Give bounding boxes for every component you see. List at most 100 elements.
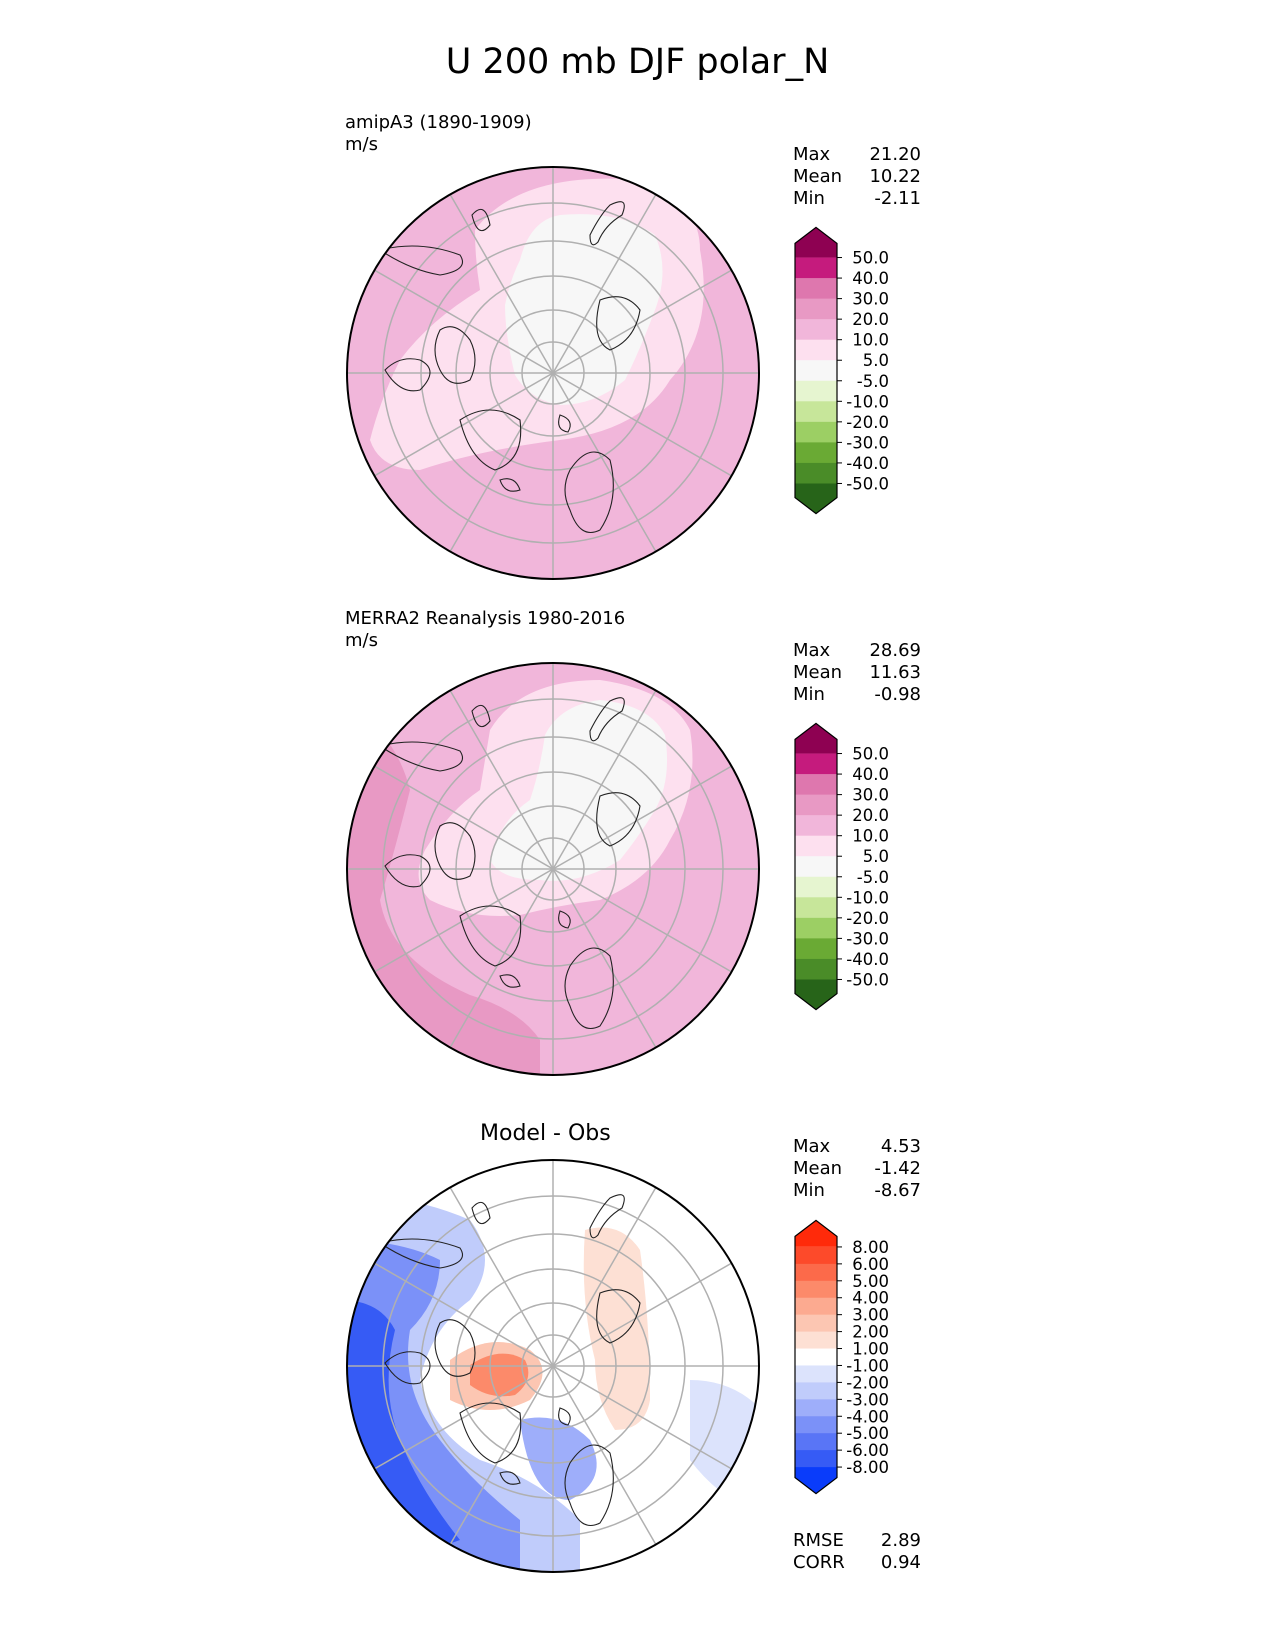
colorbar-tick-label: -6.00 [846,1441,889,1460]
colorbar-tick-label: -40.0 [846,454,889,473]
colorbar-swatch [795,257,837,279]
colorbar-tick-label: 20.0 [852,806,889,825]
polar-map-model [346,166,760,580]
colorbar-swatch [795,1314,837,1333]
colorbar-swatch [795,483,837,514]
metric-label: RMSE [793,1530,844,1551]
colorbar-swatch [795,794,837,816]
metric-value: 2.89 [880,1530,921,1551]
colorbar-swatch [795,319,837,341]
stat-label: Mean [793,166,843,187]
colorbar-tick-label: -5.0 [857,372,889,391]
colorbar-swatch [795,1433,837,1451]
stat-value: 28.69 [869,640,921,661]
colorbar-swatch [795,856,837,878]
colorbar-tick-label: 2.00 [852,1323,889,1342]
colorbar-swatch [795,1220,837,1247]
colorbar-tick-label: -20.0 [846,909,889,928]
colorbar-swatch [795,1467,837,1494]
colorbar-swatch [795,442,837,464]
colorbar-swatch [795,421,837,443]
coastlines [378,1194,641,1527]
stat-label: Max [793,640,831,661]
panel-1-label: amipA3 (1890-1909) m/s [345,112,532,156]
stat-label: Min [793,684,825,705]
colorbar-swatch [795,876,837,898]
colorbar-swatch [795,1348,837,1366]
panel-1-units: m/s [345,134,378,155]
metric-value: 0.94 [880,1552,921,1573]
colorbar-outline [794,226,838,515]
panel-2-stats: Max 28.69 Mean 11.63 Min -0.98 [793,640,921,706]
colorbar-tick-label: -50.0 [846,474,889,493]
colorbar-swatch [795,938,837,960]
colorbar-swatch [795,278,837,300]
colorbar-tick-label: 30.0 [852,290,889,309]
coastlines [378,201,641,534]
colorbar-swatch [795,958,837,980]
polar-map-obs [346,662,760,1076]
colorbar-tick-label: -50.0 [846,970,889,989]
colorbar-swatch [795,1246,837,1265]
map-boundary [346,166,760,580]
colorbar-tick-label: 5.00 [852,1272,889,1291]
panel-2-label: MERRA2 Reanalysis 1980-2016 m/s [345,608,625,652]
stat-value: -0.98 [874,684,921,705]
colorbar-tick-label: 40.0 [852,765,889,784]
colorbar-swatch [795,753,837,775]
colorbar-tick-label: -10.0 [846,888,889,907]
colorbar-tick-label: -4.00 [846,1407,889,1426]
colorbar-tick-label: 20.0 [852,310,889,329]
colorbar-tick-label: -1.00 [846,1356,889,1375]
stat-label: Max [793,144,831,165]
colorbar-tick-label: 4.00 [852,1289,889,1308]
colorbar-swatch [795,1450,837,1468]
colorbar-tick-label: -20.0 [846,413,889,432]
colorbar-swatch [795,897,837,919]
graticule [347,1160,759,1572]
stat-value: 4.53 [880,1136,921,1157]
stat-label: Min [793,1180,825,1201]
colorbar-swatch [795,917,837,939]
colorbar-swatch [795,360,837,382]
colorbar-swatch [795,1263,837,1282]
colorbar-tick-label: -8.00 [846,1458,889,1477]
colorbar-tick-label: 50.0 [852,249,889,268]
colorbar-obs: 50.040.0 30.020.0 10.05.0 -5.0-10.0 -20.0-30… [794,722,889,1011]
panel-1-stats: Max 21.20 Mean 10.22 Min -2.11 [793,144,921,210]
colorbar-swatch [795,380,837,402]
stat-value: 21.20 [869,144,921,165]
panel-3-title: Model - Obs [480,1121,611,1146]
panel-3-stats: Max 4.53 Mean -1.42 Min -8.67 [793,1136,921,1202]
stat-value: -1.42 [874,1158,921,1179]
colorbar-tick-label: -10.0 [846,392,889,411]
colorbar-model: 50.040.0 30.020.0 10.05.0 -5.0-10.0 -20.0-30… [794,226,889,515]
colorbar-swatch [795,1416,837,1434]
colorbar-swatch [795,462,837,484]
colorbar-tick-label: -40.0 [846,950,889,969]
colorbar-tick-label: 5.0 [863,847,889,866]
colorbar-outline [794,722,838,1011]
colorbar-tick-label: -2.00 [846,1373,889,1392]
colorbar-swatch [795,774,837,796]
graticule [347,167,759,579]
panel-1-run-label: amipA3 (1890-1909) [345,112,532,133]
colorbar-tick-label: 10.0 [852,331,889,350]
stat-value: 11.63 [869,662,921,683]
colorbar-swatch [795,298,837,320]
colorbar-swatch [795,979,837,1010]
stat-label: Min [793,188,825,209]
map-boundary [346,662,760,1076]
colorbar-swatch [795,339,837,361]
colorbar-swatch [795,227,837,258]
colorbar-tick-label: 50.0 [852,745,889,764]
panel-3-metrics: RMSE 2.89 CORR 0.94 [793,1530,921,1574]
colorbar-tick-label: 6.00 [852,1255,889,1274]
colorbar-tick-label: 3.00 [852,1306,889,1325]
panel-2-run-label: MERRA2 Reanalysis 1980-2016 [345,608,626,629]
colorbar-swatch [795,401,837,423]
colorbar-tick-label: 8.00 [852,1238,889,1257]
coastlines [378,697,641,1030]
colorbar-tick-label: 5.0 [863,351,889,370]
